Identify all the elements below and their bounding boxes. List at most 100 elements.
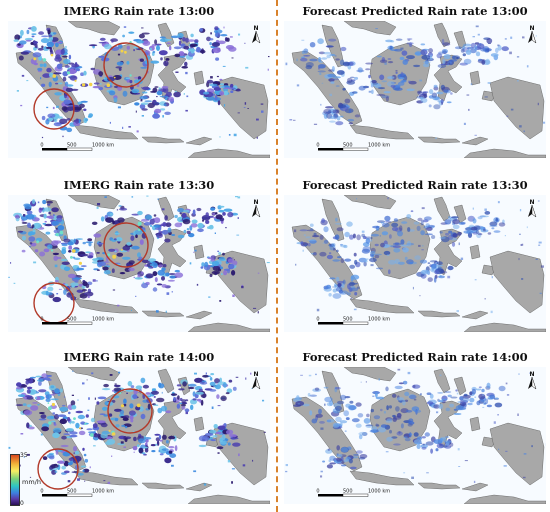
- rain-cell: [67, 480, 71, 483]
- rain-cell: [439, 374, 442, 377]
- rain-cell: [79, 253, 89, 257]
- rain-cell: [182, 37, 186, 42]
- rain-cell: [59, 418, 67, 425]
- rain-cell: [426, 401, 434, 405]
- rain-cell: [424, 233, 433, 236]
- rain-cell: [153, 214, 157, 217]
- rain-cell: [71, 471, 79, 473]
- rain-cell: [400, 244, 409, 247]
- rain-cell: [384, 62, 387, 65]
- rain-cell: [162, 221, 167, 227]
- map-frame: 0 500 1000 km N: [8, 21, 270, 158]
- rain-cell: [65, 428, 74, 432]
- rain-cell: [72, 256, 76, 259]
- rain-cell: [237, 112, 240, 114]
- rain-cell: [165, 272, 170, 277]
- island-outline: [185, 136, 213, 146]
- rain-cell: [100, 83, 102, 85]
- rain-cell: [203, 483, 207, 486]
- rain-cell: [62, 282, 66, 285]
- rain-cell: [391, 436, 398, 439]
- rain-cell: [211, 406, 214, 409]
- rain-cell: [86, 379, 88, 381]
- rain-cell: [471, 388, 477, 395]
- rain-rate-map: 0 500 1000 kmN: [284, 367, 546, 504]
- rain-cell-intense: [90, 433, 94, 437]
- rain-cell: [20, 433, 24, 435]
- rain-cell: [73, 106, 82, 111]
- rain-cell: [131, 88, 140, 94]
- rain-cell: [376, 423, 378, 425]
- island-outline: [67, 367, 121, 382]
- rain-cell: [133, 451, 135, 453]
- rain-cell: [113, 238, 117, 241]
- rain-cell: [420, 230, 425, 236]
- rain-cell: [420, 49, 428, 56]
- map-frame: 0 500 1000 km N: [284, 21, 546, 158]
- panel-title: IMERG Rain rate 13:00: [63, 4, 215, 18]
- north-arrow-icon: N: [528, 371, 537, 390]
- rain-cell: [323, 226, 329, 233]
- rain-cell: [456, 392, 459, 395]
- rain-rate-map: 0 500 1000 kmN: [8, 195, 270, 332]
- rain-cell: [64, 46, 67, 48]
- island-outline: [213, 422, 269, 486]
- rain-cell: [80, 265, 87, 268]
- rain-cell: [349, 400, 354, 404]
- rain-cell: [425, 223, 430, 228]
- rain-cell: [67, 273, 76, 279]
- rain-cell: [323, 108, 332, 115]
- rain-cell: [416, 225, 421, 231]
- rain-cell: [442, 58, 446, 64]
- rain-cell: [227, 211, 234, 218]
- rain-cell: [61, 404, 66, 407]
- rain-cell-intense: [89, 82, 93, 87]
- rain-cell: [214, 384, 221, 390]
- rain-cell: [48, 81, 52, 88]
- rain-cell: [395, 38, 403, 41]
- rain-cell: [63, 289, 67, 295]
- rain-cell: [231, 468, 235, 470]
- rain-cell: [402, 380, 408, 385]
- rain-cell: [213, 87, 221, 91]
- rain-cell: [210, 32, 212, 35]
- rain-cell: [88, 431, 96, 434]
- rain-cell: [441, 102, 443, 105]
- rain-cell: [27, 426, 35, 430]
- rain-cell: [150, 444, 156, 447]
- rain-cell: [468, 108, 470, 111]
- rain-cell: [337, 283, 342, 288]
- rain-cell: [139, 103, 146, 110]
- rain-cell: [69, 434, 78, 438]
- rain-cell: [80, 421, 86, 425]
- rain-cell: [313, 232, 317, 236]
- rain-cell: [176, 384, 182, 387]
- rain-cell: [122, 90, 128, 97]
- rain-cell: [20, 29, 24, 36]
- rain-cell: [407, 371, 411, 375]
- rain-cell: [225, 227, 227, 229]
- rain-cell: [387, 244, 391, 248]
- rain-cell-intense: [74, 79, 77, 82]
- rain-cell: [257, 311, 259, 314]
- rain-cell: [32, 52, 42, 58]
- rain-cell: [371, 89, 374, 95]
- rain-cell: [142, 281, 144, 284]
- rain-cell: [62, 451, 71, 457]
- rain-cell: [339, 115, 344, 118]
- rain-cell: [473, 480, 476, 483]
- rain-cell: [417, 90, 422, 94]
- rain-cell: [51, 469, 57, 475]
- rain-cell: [332, 286, 334, 288]
- rain-cell: [152, 287, 158, 292]
- rain-cell: [449, 442, 454, 447]
- rain-cell: [325, 45, 335, 48]
- rain-cell: [214, 212, 218, 215]
- rain-cell: [181, 405, 186, 410]
- rain-cell: [220, 34, 228, 37]
- rain-cell: [505, 450, 508, 452]
- rain-cell: [435, 137, 437, 139]
- rain-cell: [166, 97, 170, 99]
- rain-cell: [8, 276, 10, 278]
- rain-cell: [122, 245, 131, 251]
